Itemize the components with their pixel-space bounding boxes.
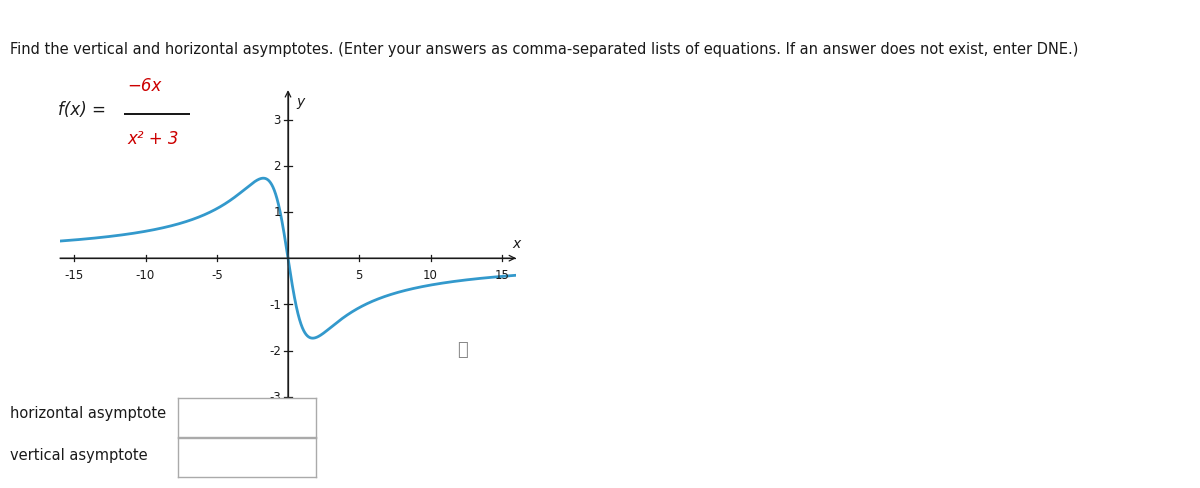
Text: 10: 10 — [424, 269, 438, 282]
Text: -5: -5 — [211, 269, 223, 282]
Text: 1: 1 — [274, 206, 281, 219]
Text: −6x: −6x — [127, 77, 162, 94]
Text: 3: 3 — [274, 114, 281, 127]
Text: vertical asymptote: vertical asymptote — [10, 447, 148, 462]
Text: f(x) =: f(x) = — [58, 101, 106, 119]
Text: ⓘ: ⓘ — [457, 340, 467, 358]
Text: horizontal asymptote: horizontal asymptote — [10, 405, 166, 420]
Text: -1: -1 — [269, 298, 281, 311]
Text: -2: -2 — [269, 345, 281, 357]
Text: -10: -10 — [136, 269, 155, 282]
Text: -3: -3 — [269, 390, 281, 404]
Text: y: y — [296, 95, 305, 109]
Text: x² + 3: x² + 3 — [127, 130, 179, 148]
Text: 2: 2 — [274, 160, 281, 173]
Text: x: x — [512, 236, 520, 250]
Text: 15: 15 — [494, 269, 509, 282]
Text: Find the vertical and horizontal asymptotes. (Enter your answers as comma-separa: Find the vertical and horizontal asympto… — [10, 41, 1078, 57]
Text: 5: 5 — [355, 269, 362, 282]
Text: -15: -15 — [65, 269, 84, 282]
